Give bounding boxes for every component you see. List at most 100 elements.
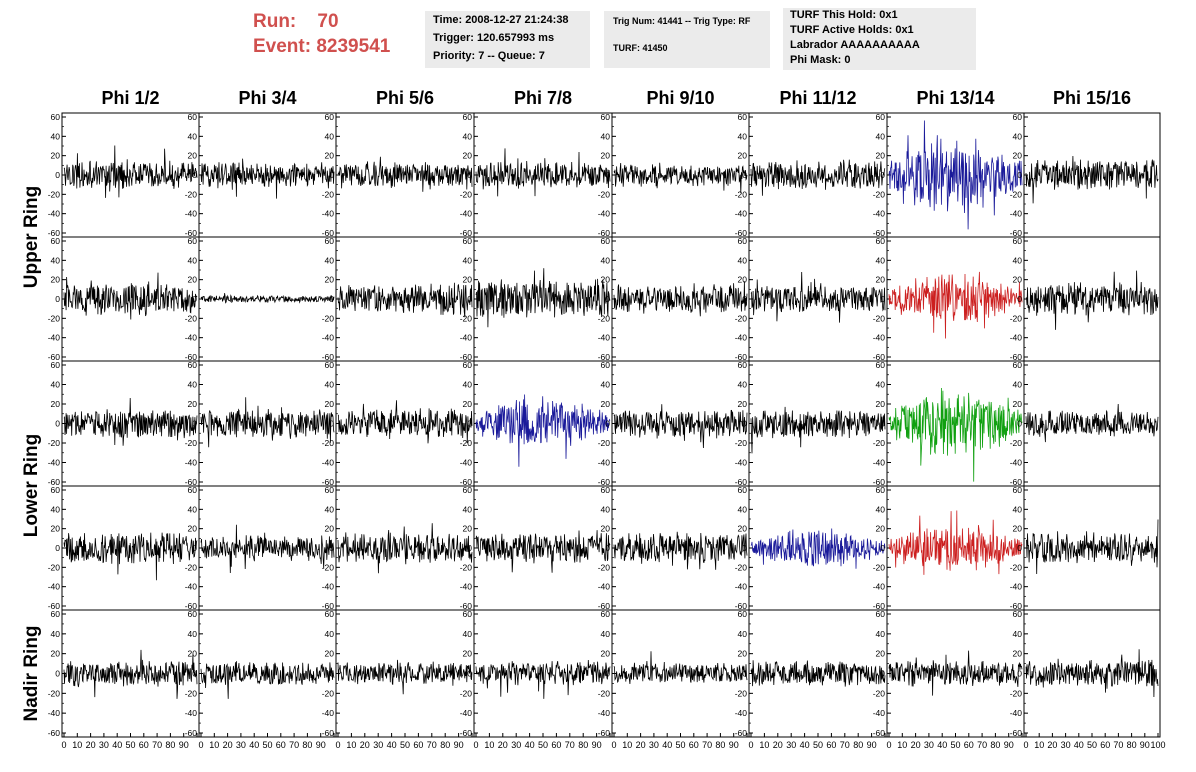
x-tick-label: 70: [702, 740, 712, 750]
x-tick-label: 20: [86, 740, 96, 750]
x-tick-label: 10: [897, 740, 907, 750]
y-tick-label: -40: [48, 582, 61, 592]
run-label: Run:: [253, 11, 297, 32]
y-tick-label: 40: [51, 255, 61, 265]
y-tick-label: 40: [325, 629, 335, 639]
y-tick-label: -60: [1010, 228, 1023, 238]
y-tick-label: -60: [735, 477, 748, 487]
trig-num-text: Trig Num: 41441 -- Trig Type: RF: [613, 16, 751, 26]
y-tick-label: -60: [322, 728, 335, 738]
y-tick-label: -60: [598, 728, 611, 738]
waveform-trace: [475, 659, 611, 699]
x-tick-label: 10: [72, 740, 82, 750]
y-tick-label: -20: [1010, 189, 1023, 199]
y-tick-label: 60: [876, 609, 886, 619]
y-tick-label: 60: [876, 112, 886, 122]
y-tick-label: 60: [463, 236, 473, 246]
x-tick-label: 0: [198, 740, 203, 750]
y-tick-label: 20: [738, 275, 748, 285]
x-tick-label: 40: [937, 740, 947, 750]
waveform-trace: [337, 282, 473, 318]
y-tick-label: 20: [51, 649, 61, 659]
y-tick-label: -40: [873, 209, 886, 219]
y-tick-label: 60: [463, 112, 473, 122]
y-tick-label: 60: [188, 485, 198, 495]
y-tick-label: -40: [735, 209, 748, 219]
y-tick-label: 60: [51, 236, 61, 246]
turf-text: TURF: 41450: [613, 43, 668, 53]
y-tick-label: 20: [463, 524, 473, 534]
y-tick-label: -20: [735, 438, 748, 448]
y-tick-label: -60: [48, 352, 61, 362]
y-tick-label: 0: [1017, 669, 1022, 679]
y-tick-label: -20: [598, 189, 611, 199]
y-tick-label: -20: [1010, 313, 1023, 323]
y-tick-label: 40: [188, 380, 198, 390]
waveform-trace: [1025, 519, 1159, 575]
y-tick-label: 60: [51, 485, 61, 495]
y-tick-label: 40: [1013, 380, 1023, 390]
y-tick-label: -60: [322, 352, 335, 362]
x-tick-label: 30: [236, 740, 246, 750]
y-tick-label: 0: [742, 419, 747, 429]
waveform-trace: [750, 528, 886, 569]
y-tick-label: 60: [51, 112, 61, 122]
y-tick-label: 40: [876, 504, 886, 514]
y-tick-label: -60: [185, 352, 198, 362]
y-tick-label: 60: [1013, 485, 1023, 495]
y-tick-label: 0: [329, 419, 334, 429]
y-tick-label: 0: [605, 669, 610, 679]
y-tick-label: 60: [188, 112, 198, 122]
y-tick-label: -40: [185, 458, 198, 468]
waveform-trace: [337, 659, 473, 695]
y-tick-label: -40: [598, 458, 611, 468]
x-tick-label: 80: [165, 740, 175, 750]
column-title: Phi 5/6: [376, 88, 434, 108]
waveform-trace: [888, 650, 1023, 696]
y-tick-label: 40: [738, 504, 748, 514]
waveform-trace: [1025, 155, 1159, 204]
y-tick-label: 20: [51, 275, 61, 285]
y-tick-label: 20: [1013, 649, 1023, 659]
y-tick-label: -40: [1010, 582, 1023, 592]
y-tick-label: 0: [1017, 419, 1022, 429]
y-tick-label: -20: [322, 688, 335, 698]
y-tick-label: 20: [325, 649, 335, 659]
y-tick-label: -40: [460, 458, 473, 468]
x-tick-label: 100: [1150, 740, 1165, 750]
y-tick-label: 60: [601, 112, 611, 122]
waveform-trace: [888, 510, 1023, 575]
y-tick-label: 60: [876, 485, 886, 495]
y-tick-label: 20: [876, 399, 886, 409]
y-tick-label: 20: [463, 275, 473, 285]
y-tick-label: 0: [605, 294, 610, 304]
y-tick-label: 40: [463, 380, 473, 390]
y-tick-label: 40: [188, 255, 198, 265]
y-tick-label: -40: [1010, 458, 1023, 468]
y-tick-label: 0: [605, 419, 610, 429]
y-tick-label: 60: [876, 236, 886, 246]
y-tick-label: -20: [322, 189, 335, 199]
x-tick-label: 50: [538, 740, 548, 750]
y-tick-label: -40: [48, 333, 61, 343]
y-tick-label: 40: [601, 380, 611, 390]
y-tick-label: 0: [605, 170, 610, 180]
y-tick-label: -60: [735, 228, 748, 238]
y-tick-label: 40: [1013, 504, 1023, 514]
x-tick-label: 10: [346, 740, 356, 750]
turf-active-holds-text: TURF Active Holds: 0x1: [790, 24, 914, 36]
y-tick-label: 60: [463, 360, 473, 370]
x-tick-label: 0: [611, 740, 616, 750]
y-tick-label: -20: [460, 313, 473, 323]
waveform-trace: [200, 158, 335, 199]
y-tick-label: -40: [735, 333, 748, 343]
y-tick-label: -20: [598, 438, 611, 448]
x-tick-label: 10: [622, 740, 632, 750]
y-tick-label: -20: [460, 562, 473, 572]
x-tick-label: 20: [360, 740, 370, 750]
y-tick-label: -20: [322, 438, 335, 448]
y-tick-label: 20: [738, 151, 748, 161]
y-tick-label: -60: [460, 601, 473, 611]
y-tick-label: -40: [460, 708, 473, 718]
y-tick-label: 60: [188, 360, 198, 370]
